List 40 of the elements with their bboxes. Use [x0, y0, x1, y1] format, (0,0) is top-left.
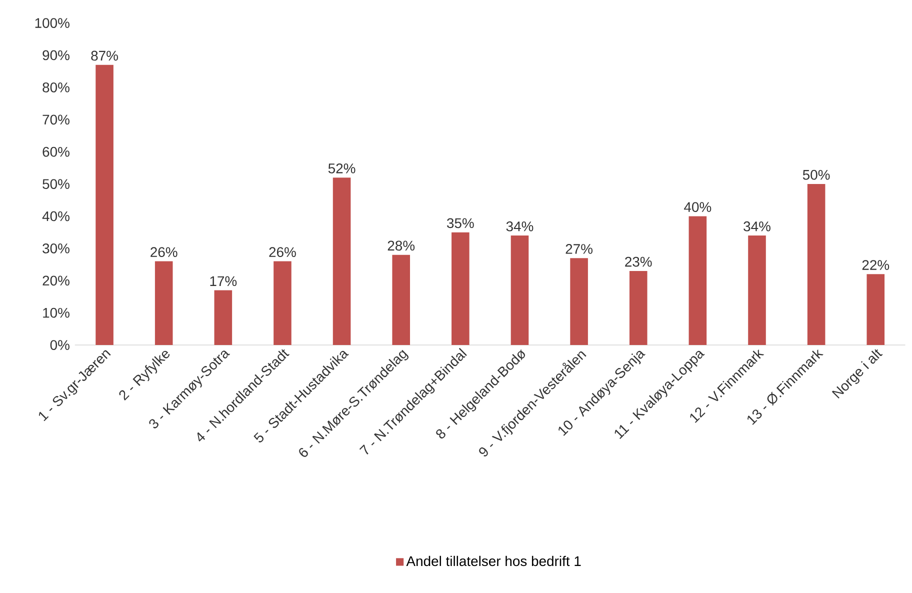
y-tick-label: 90% — [42, 50, 70, 60]
data-label: 87% — [91, 50, 118, 61]
bar — [688, 216, 707, 346]
bar — [392, 254, 410, 346]
data-label: 26% — [269, 247, 296, 258]
bar — [332, 178, 351, 346]
bar — [154, 261, 173, 346]
y-tick-label: 30% — [42, 243, 70, 254]
bar — [214, 290, 232, 346]
data-label: 26% — [150, 247, 178, 258]
bar — [866, 274, 885, 346]
data-label: 22% — [862, 260, 890, 270]
data-label: 28% — [388, 240, 415, 251]
bar — [510, 236, 529, 346]
data-label: 50% — [802, 170, 830, 180]
legend-label: Andel tillatelser hos bedrift 1 — [406, 556, 581, 566]
y-tick-label: 10% — [43, 308, 70, 318]
y-tick-label: 50% — [42, 179, 70, 189]
bar — [807, 184, 826, 346]
data-label: 40% — [684, 202, 712, 212]
data-label: 35% — [446, 218, 474, 228]
bar — [96, 64, 114, 346]
data-label: 27% — [566, 244, 593, 254]
y-tick-label: 100% — [35, 18, 70, 28]
bar — [274, 261, 292, 346]
data-label: 34% — [506, 221, 534, 232]
data-label: 52% — [328, 163, 356, 174]
y-tick-label: 20% — [42, 276, 70, 286]
y-tick-label: 60% — [42, 146, 70, 157]
data-label: 23% — [625, 256, 652, 267]
bar — [629, 270, 648, 346]
bar — [452, 232, 470, 346]
y-tick-label: 80% — [42, 82, 70, 92]
y-tick-label: 0% — [50, 340, 70, 350]
y-tick-label: 40% — [42, 211, 70, 222]
bar — [570, 258, 588, 346]
data-label: 34% — [744, 221, 770, 232]
y-tick-label: 70% — [42, 114, 70, 125]
data-label: 17% — [210, 276, 237, 286]
bar — [748, 236, 766, 346]
